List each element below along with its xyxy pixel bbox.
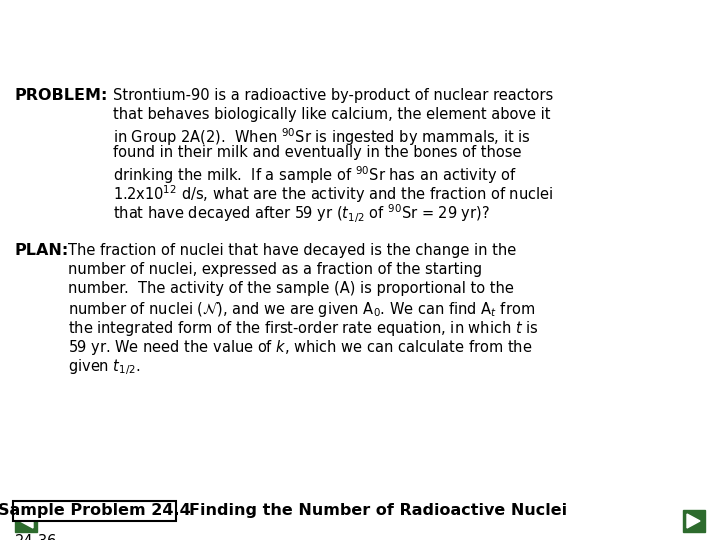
Text: given $t_{1/2}$.: given $t_{1/2}$. — [68, 357, 140, 377]
Text: Sample Problem 24.4: Sample Problem 24.4 — [0, 503, 191, 518]
FancyBboxPatch shape — [683, 510, 705, 532]
Text: 24-36: 24-36 — [15, 534, 58, 540]
FancyBboxPatch shape — [15, 510, 37, 532]
FancyBboxPatch shape — [13, 501, 176, 521]
Text: in Group 2A(2).  When $^{90}$Sr is ingested by mammals, it is: in Group 2A(2). When $^{90}$Sr is ingest… — [113, 126, 531, 148]
Text: 1.2x10$^{12}$ d/s, what are the activity and the fraction of nuclei: 1.2x10$^{12}$ d/s, what are the activity… — [113, 183, 554, 205]
Text: number of nuclei ($\mathcal{N}$), and we are given A$_0$. We can find A$_t$ from: number of nuclei ($\mathcal{N}$), and we… — [68, 300, 535, 319]
Text: The fraction of nuclei that have decayed is the change in the: The fraction of nuclei that have decayed… — [68, 243, 516, 258]
Text: Strontium-90 is a radioactive by-product of nuclear reactors: Strontium-90 is a radioactive by-product… — [113, 88, 553, 103]
Text: PROBLEM:: PROBLEM: — [15, 88, 109, 103]
Text: 59 yr. We need the value of $k$, which we can calculate from the: 59 yr. We need the value of $k$, which w… — [68, 338, 532, 357]
Text: number of nuclei, expressed as a fraction of the starting: number of nuclei, expressed as a fractio… — [68, 262, 482, 277]
Text: drinking the milk.  If a sample of $^{90}$Sr has an activity of: drinking the milk. If a sample of $^{90}… — [113, 164, 517, 186]
Polygon shape — [20, 514, 33, 528]
Polygon shape — [687, 514, 700, 528]
Text: that have decayed after 59 yr ($t_{1/2}$ of $^{90}$Sr = 29 yr)?: that have decayed after 59 yr ($t_{1/2}$… — [113, 202, 490, 225]
Text: that behaves biologically like calcium, the element above it: that behaves biologically like calcium, … — [113, 107, 551, 122]
Text: number.  The activity of the sample (A) is proportional to the: number. The activity of the sample (A) i… — [68, 281, 514, 296]
Text: found in their milk and eventually in the bones of those: found in their milk and eventually in th… — [113, 145, 521, 160]
Text: Finding the Number of Radioactive Nuclei: Finding the Number of Radioactive Nuclei — [189, 503, 567, 518]
Text: the integrated form of the first-order rate equation, in which $t$ is: the integrated form of the first-order r… — [68, 319, 539, 338]
Text: PLAN:: PLAN: — [15, 243, 69, 258]
